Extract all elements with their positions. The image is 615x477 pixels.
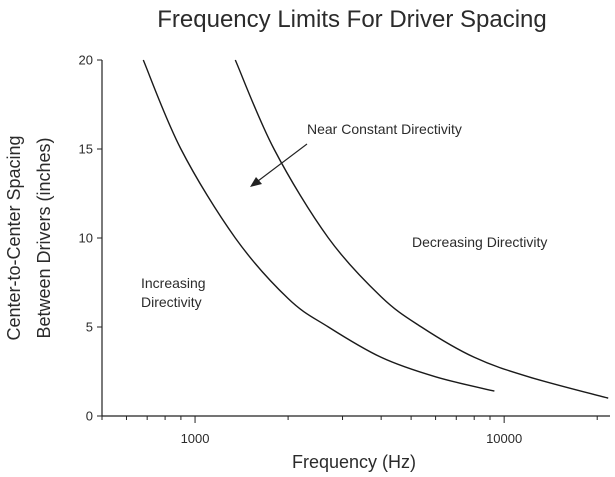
annotation-arrow-shaft (253, 143, 308, 185)
y-axis-label-line1: Center-to-Center Spacing (4, 135, 24, 340)
x-axis-label: Frequency (Hz) (292, 452, 416, 472)
y-ticks: 0 5 10 15 20 (79, 53, 102, 424)
y-axis-label-line2: Between Drivers (inches) (34, 137, 54, 338)
annotation-increasing-line2: Directivity (141, 294, 202, 310)
y-axis-label: Center-to-Center Spacing Between Drivers… (4, 135, 54, 340)
chart-title: Frequency Limits For Driver Spacing (157, 6, 546, 33)
annotation-near-constant: Near Constant Directivity (307, 121, 462, 137)
annotation-increasing-line1: Increasing (141, 275, 206, 291)
x-ticks: 1000 10000 (101, 416, 598, 446)
annotations: Near Constant Directivity Decreasing Dir… (141, 121, 547, 310)
x-tick-label: 1000 (181, 431, 210, 446)
upper-limit-curve (234, 59, 609, 399)
y-tick-label: 10 (79, 231, 93, 246)
y-tick-label: 5 (86, 320, 93, 335)
curves (142, 59, 609, 399)
y-tick-label: 0 (86, 409, 93, 424)
annotation-decreasing: Decreasing Directivity (412, 234, 547, 250)
y-tick-label: 20 (79, 53, 93, 68)
annotation-arrow-head (250, 177, 262, 187)
x-tick-label: 10000 (486, 431, 522, 446)
y-tick-label: 15 (79, 142, 93, 157)
lower-limit-curve (142, 59, 495, 392)
